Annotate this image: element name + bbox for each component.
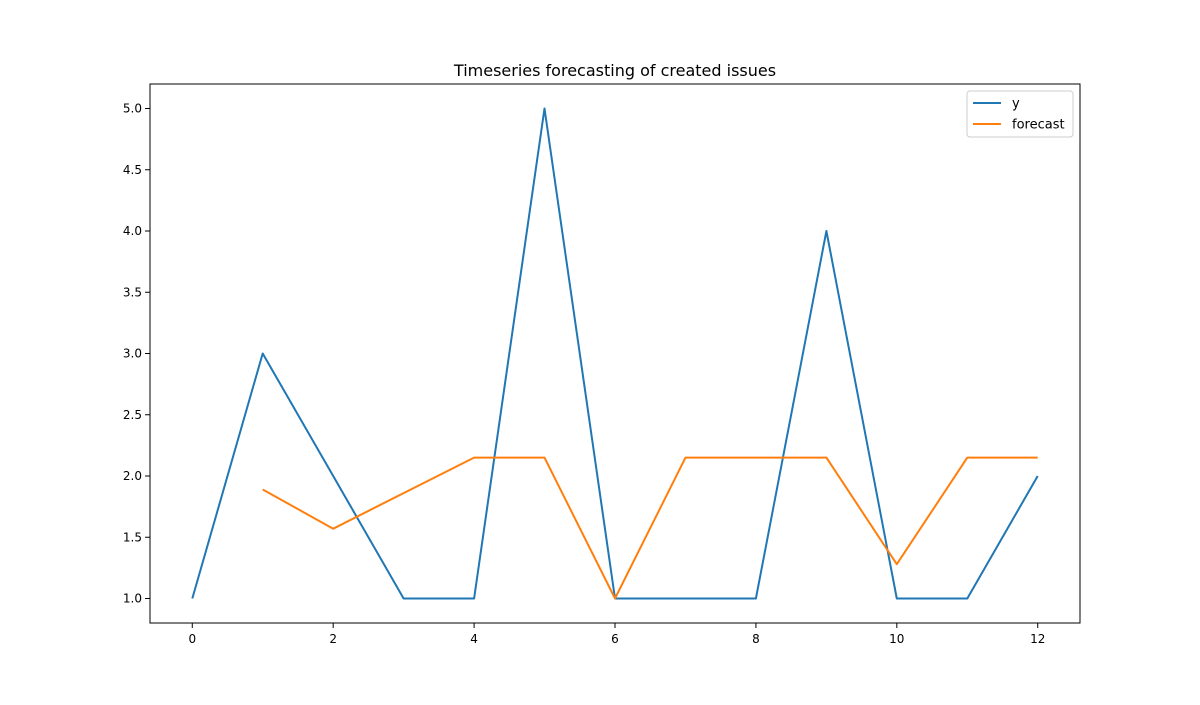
x-tick-label: 2 <box>329 632 337 646</box>
y-tick-label: 3.5 <box>123 285 142 299</box>
y-tick-label: 4.5 <box>123 163 142 177</box>
series-line-forecast <box>262 456 1038 600</box>
x-tick-label: 10 <box>889 632 904 646</box>
y-tick-label: 5.0 <box>123 102 142 116</box>
legend-label-forecast: forecast <box>1012 118 1065 133</box>
y-tick-label: 1.0 <box>123 592 142 606</box>
x-tick-label: 6 <box>611 632 619 646</box>
y-tick-label: 1.5 <box>123 530 142 544</box>
y-tick-label: 2.0 <box>123 469 142 483</box>
x-tick-label: 8 <box>752 632 760 646</box>
y-tick-label: 2.5 <box>123 408 142 422</box>
y-tick-label: 4.0 <box>123 224 142 238</box>
legend: y forecast <box>966 90 1074 138</box>
axes-frame <box>149 83 1081 624</box>
series-line-y <box>191 107 1039 600</box>
chart-title: Timeseries forecasting of created issues <box>453 61 776 80</box>
axes: 0 2 4 6 8 10 12 1.0 1.5 2.0 2.5 3.0 3.5 4.0 4.5 5.0 <box>123 83 1081 646</box>
legend-label-y: y <box>1012 97 1020 112</box>
y-tick-label: 3.0 <box>123 347 142 361</box>
plot-area <box>191 107 1039 600</box>
x-tick-label: 0 <box>188 632 196 646</box>
x-tick-label: 12 <box>1030 632 1045 646</box>
x-tick-label: 4 <box>470 632 478 646</box>
